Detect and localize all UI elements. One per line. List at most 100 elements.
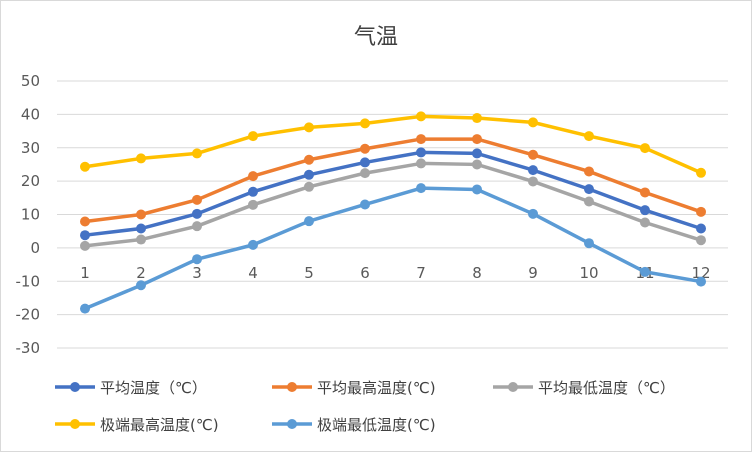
data-point (192, 194, 202, 205)
data-point (360, 143, 370, 154)
data-point (640, 217, 650, 228)
data-point (192, 221, 202, 232)
data-point (640, 205, 650, 216)
y-tick-label: 10 (21, 206, 40, 224)
data-point (528, 208, 538, 219)
data-point (304, 154, 314, 165)
x-tick-label: 12 (691, 264, 710, 282)
data-point (80, 230, 90, 241)
data-point (416, 134, 426, 145)
data-point (136, 280, 146, 291)
data-point (136, 234, 146, 245)
data-point (696, 235, 706, 246)
data-point (360, 199, 370, 210)
gridlines (57, 80, 728, 349)
data-point (696, 206, 706, 217)
data-point (528, 165, 538, 176)
y-tick-label: 30 (21, 139, 40, 157)
legend-item: 极端最高温度(℃) (55, 416, 219, 434)
data-point (248, 131, 258, 142)
data-point (696, 276, 706, 287)
data-point (248, 186, 258, 197)
data-point (304, 122, 314, 133)
data-point (472, 148, 482, 159)
data-point (304, 169, 314, 180)
data-point (360, 168, 370, 179)
series-group (80, 111, 706, 314)
y-tick-label: -10 (16, 272, 41, 290)
data-point (528, 117, 538, 128)
data-point (640, 187, 650, 198)
x-tick-label: 2 (136, 264, 146, 282)
data-point (640, 143, 650, 154)
data-point (192, 148, 202, 159)
data-point (360, 157, 370, 168)
legend-label: 极端最高温度(℃) (100, 416, 219, 434)
data-point (136, 153, 146, 164)
data-point (136, 223, 146, 234)
x-tick-label: 5 (304, 264, 314, 282)
legend-label: 平均最高温度(℃) (317, 379, 436, 397)
series-2 (80, 134, 706, 227)
x-tick-label: 4 (248, 264, 258, 282)
legend-item: 极端最低温度(℃) (272, 416, 436, 434)
series-line (83, 137, 703, 224)
data-point (360, 118, 370, 129)
data-point (80, 161, 90, 172)
data-point (416, 111, 426, 122)
y-tick-label: 20 (21, 172, 40, 190)
data-point (248, 239, 258, 250)
legend-item: 平均最高温度(℃) (272, 379, 436, 397)
data-point (136, 209, 146, 220)
series-line (83, 161, 703, 248)
data-point (528, 176, 538, 187)
data-point (472, 134, 482, 145)
data-point (192, 208, 202, 219)
data-point (696, 167, 706, 178)
x-axis: 123456789101112 (80, 264, 710, 282)
data-point (584, 131, 594, 142)
legend-label: 平均温度（℃） (100, 379, 207, 397)
data-point (584, 166, 594, 177)
data-point (304, 181, 314, 192)
y-tick-label: -20 (16, 306, 41, 324)
data-point (696, 223, 706, 234)
legend: 平均温度（℃） 平均最高温度(℃) 平均最低温度（℃） 极端最高温度(℃) 极端最低温度… (55, 379, 675, 434)
legend-label: 极端最低温度(℃) (317, 416, 436, 434)
y-tick-label: 0 (30, 239, 40, 257)
data-point (248, 171, 258, 182)
data-point (584, 196, 594, 207)
legend-label: 平均最低温度（℃） (538, 379, 675, 397)
legend-marker (287, 382, 297, 392)
series-line (83, 186, 703, 311)
x-tick-label: 1 (80, 264, 90, 282)
y-tick-label: -30 (16, 339, 41, 357)
data-point (192, 254, 202, 265)
series-4 (80, 111, 706, 178)
data-point (528, 149, 538, 160)
data-point (640, 266, 650, 277)
data-point (472, 113, 482, 124)
series-line (83, 150, 703, 237)
legend-marker (70, 419, 80, 429)
y-axis: 50 40 30 20 10 0 -10 -20 -30 (16, 72, 41, 357)
data-point (416, 183, 426, 194)
data-point (416, 158, 426, 169)
x-tick-label: 3 (192, 264, 202, 282)
series-5 (80, 183, 706, 314)
data-point (416, 147, 426, 158)
x-tick-label: 10 (579, 264, 598, 282)
y-tick-label: 50 (21, 72, 40, 90)
legend-marker (508, 382, 518, 392)
data-point (80, 216, 90, 227)
series-3 (80, 158, 706, 251)
y-tick-label: 40 (21, 105, 40, 123)
series-line (83, 114, 703, 175)
chart-title: 气温 (354, 25, 398, 50)
data-point (472, 159, 482, 170)
data-point (248, 199, 258, 210)
data-point (472, 184, 482, 195)
x-tick-label: 6 (360, 264, 370, 282)
